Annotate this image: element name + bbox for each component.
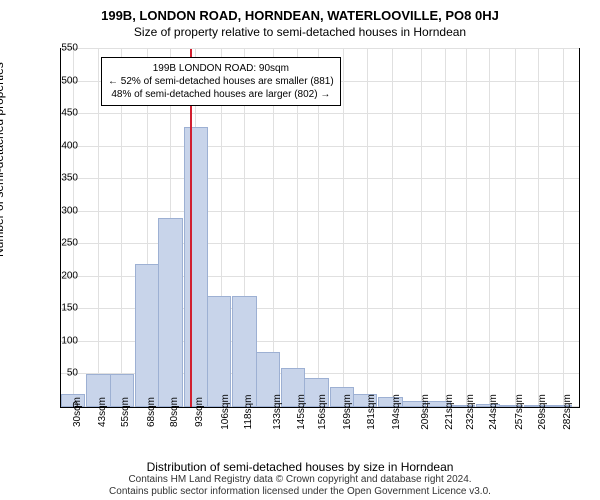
xtick: 232sqm (465, 394, 476, 430)
xtick: 55sqm (120, 397, 131, 427)
ytick: 350 (48, 173, 78, 184)
xtick: 106sqm (220, 394, 231, 430)
histogram-bar (207, 296, 231, 407)
xtick: 181sqm (366, 394, 377, 430)
xtick: 244sqm (488, 394, 499, 430)
callout-line: 199B LONDON ROAD: 90sqm (108, 62, 334, 75)
xtick: 269sqm (537, 394, 548, 430)
histogram-bar (232, 296, 256, 407)
footer-attribution: Contains HM Land Registry data © Crown c… (0, 474, 600, 498)
xtick: 221sqm (444, 394, 455, 430)
callout-line: 48% of semi-detached houses are larger (… (108, 88, 334, 101)
ytick: 100 (48, 335, 78, 346)
xtick: 257sqm (514, 394, 525, 430)
footer-line1: Contains HM Land Registry data © Crown c… (0, 474, 600, 486)
xtick: 80sqm (169, 397, 180, 427)
ytick: 550 (48, 43, 78, 54)
callout-line: ← 52% of semi-detached houses are smalle… (108, 75, 334, 88)
ytick: 450 (48, 108, 78, 119)
x-axis-label: Distribution of semi-detached houses by … (0, 460, 600, 474)
title-sub: Size of property relative to semi-detach… (0, 25, 600, 39)
histogram-bar (158, 218, 182, 407)
histogram-bar (135, 264, 159, 407)
ytick: 200 (48, 270, 78, 281)
histogram-bar (184, 127, 208, 407)
figure: 199B, LONDON ROAD, HORNDEAN, WATERLOOVIL… (0, 0, 600, 500)
xtick: 93sqm (194, 397, 205, 427)
xtick: 145sqm (296, 394, 307, 430)
callout-box: 199B LONDON ROAD: 90sqm← 52% of semi-det… (101, 57, 341, 106)
xtick: 282sqm (562, 394, 573, 430)
xtick: 156sqm (317, 394, 328, 430)
plot-area: 199B LONDON ROAD: 90sqm← 52% of semi-det… (60, 48, 580, 408)
ytick: 150 (48, 303, 78, 314)
title-main: 199B, LONDON ROAD, HORNDEAN, WATERLOOVIL… (0, 8, 600, 23)
xtick: 68sqm (146, 397, 157, 427)
xtick: 118sqm (243, 395, 254, 430)
xtick: 194sqm (391, 394, 402, 430)
ytick: 400 (48, 140, 78, 151)
footer-line2: Contains public sector information licen… (0, 486, 600, 498)
ytick: 500 (48, 75, 78, 86)
xtick: 169sqm (342, 394, 353, 430)
xtick: 43sqm (97, 397, 108, 427)
ytick: 250 (48, 238, 78, 249)
xtick: 30sqm (72, 397, 83, 427)
ytick: 300 (48, 205, 78, 216)
xtick: 133sqm (272, 394, 283, 430)
y-axis-label: Number of semi-detached properties (0, 62, 6, 257)
ytick: 50 (48, 368, 78, 379)
xtick: 209sqm (420, 394, 431, 430)
